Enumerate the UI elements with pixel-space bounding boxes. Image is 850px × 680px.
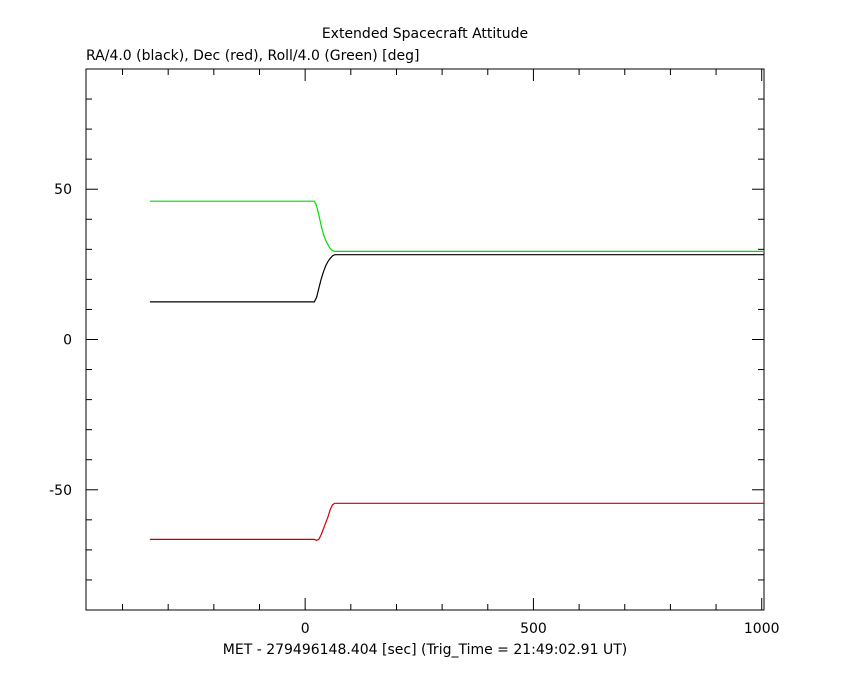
series-line-0 xyxy=(149,254,764,303)
x-tick-label: 1000 xyxy=(744,621,780,637)
y-tick-label: 0 xyxy=(63,333,72,349)
x-tick-label: 0 xyxy=(301,621,310,637)
y-tick-label: -50 xyxy=(49,483,72,499)
x-axis-label: MET - 279496148.404 [sec] (Trig_Time = 2… xyxy=(223,642,627,658)
series-line-1 xyxy=(149,502,764,541)
y-tick-label: 50 xyxy=(54,182,72,198)
chart-title: Extended Spacecraft Attitude xyxy=(322,26,528,42)
series-line-2 xyxy=(149,200,764,252)
plot-frame xyxy=(85,68,765,611)
chart-subtitle: RA/4.0 (black), Dec (red), Roll/4.0 (Gre… xyxy=(86,48,419,64)
series-layer xyxy=(149,200,764,541)
x-tick-label: 500 xyxy=(520,621,547,637)
axis-ticks: 0 500 1000 -50 0 50 xyxy=(49,68,780,637)
